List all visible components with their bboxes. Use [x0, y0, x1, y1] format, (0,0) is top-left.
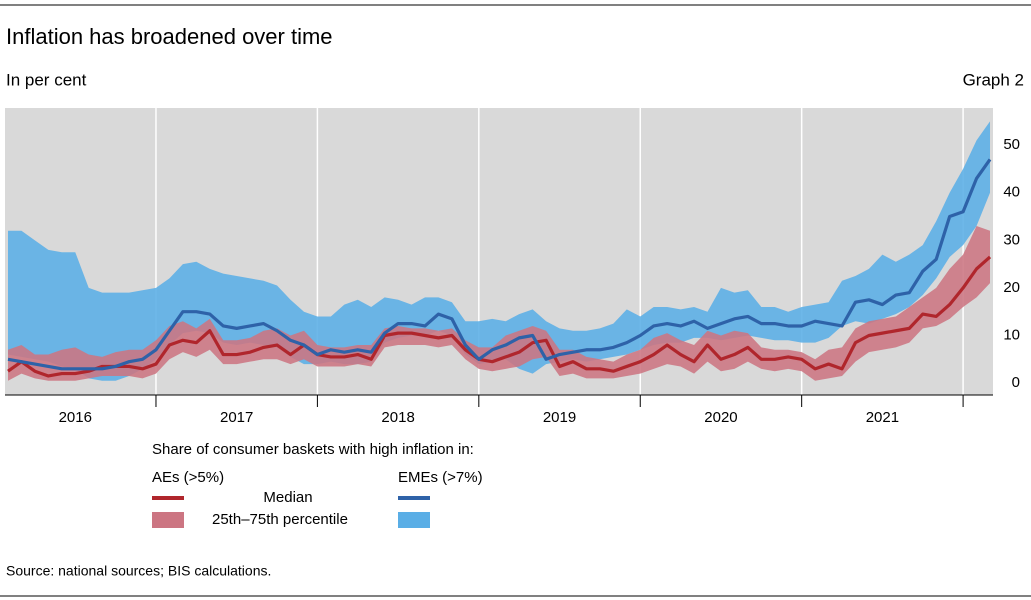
source: Source: national sources; BIS calculatio… — [6, 563, 271, 579]
y-tick-label: 40 — [1003, 184, 1020, 201]
legend-median-label: Median — [263, 489, 312, 506]
x-tick-label: 2020 — [704, 409, 737, 426]
legend-median-swatch — [152, 496, 184, 500]
percentile-band — [8, 226, 990, 381]
legend-band-swatch — [398, 512, 430, 528]
x-tick-label: 2016 — [59, 409, 92, 426]
legend-group-label: AEs (>5%) — [152, 469, 224, 486]
x-tick-label: 2019 — [543, 409, 576, 426]
y-tick-label: 50 — [1003, 136, 1020, 153]
x-tick-label: 2017 — [220, 409, 253, 426]
x-tick-label: 2018 — [381, 409, 414, 426]
x-tick-label: 2021 — [866, 409, 899, 426]
y-tick-label: 30 — [1003, 231, 1020, 248]
median-line — [7, 255, 992, 378]
subtitle: In per cent — [6, 70, 87, 89]
legend-group-label: EMEs (>7%) — [398, 469, 483, 486]
graph-label: Graph 2 — [963, 70, 1024, 89]
legend-band-swatch — [152, 512, 184, 528]
median-line — [7, 158, 992, 371]
y-tick-label: 10 — [1003, 326, 1020, 343]
legend-band-label: 25th–75th percentile — [212, 511, 348, 528]
legend-median-swatch — [398, 496, 430, 500]
legend-title: Share of consumer baskets with high infl… — [152, 441, 474, 458]
y-tick-label: 0 — [1012, 374, 1020, 391]
y-tick-label: 20 — [1003, 279, 1020, 296]
chart-title: Inflation has broadened over time — [6, 24, 333, 49]
